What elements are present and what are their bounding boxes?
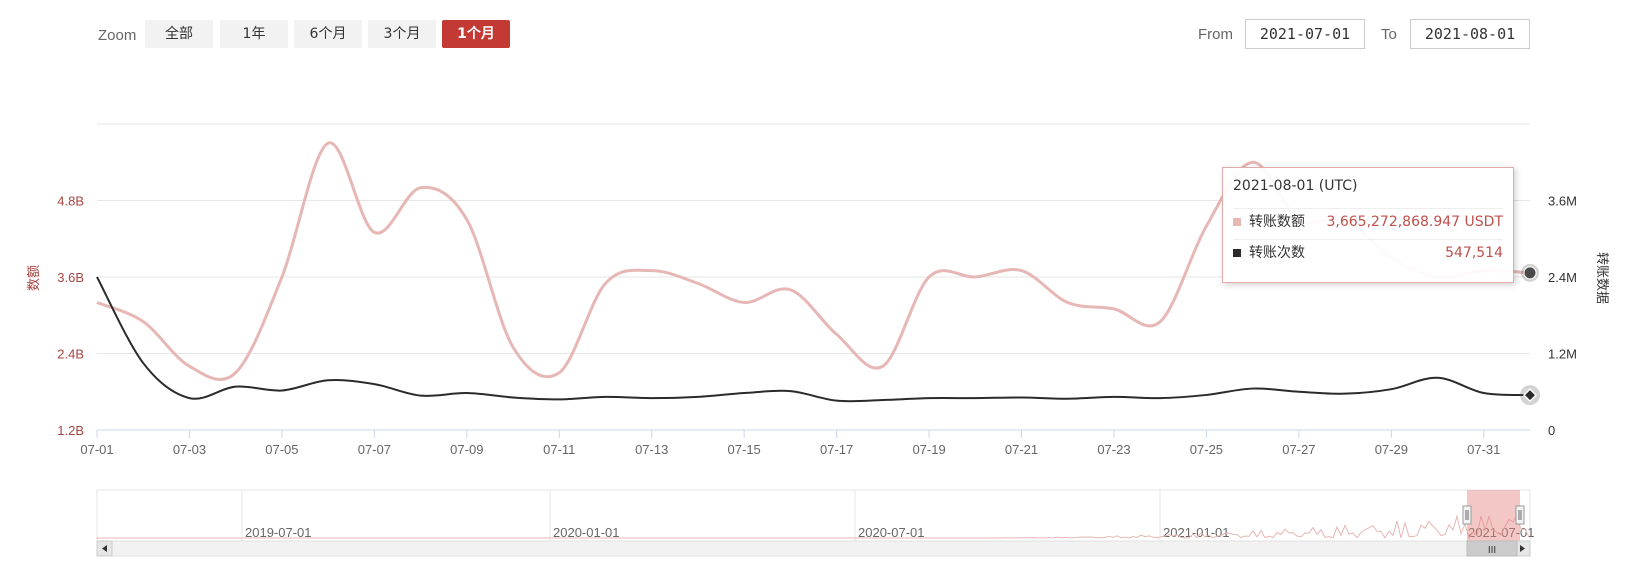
zoom-6m-button[interactable]: 6个月 (294, 20, 362, 48)
from-date-input[interactable]: 2021-07-01 (1245, 19, 1365, 49)
x-tick-label: 07-23 (1097, 442, 1130, 457)
navigator-date-label: 2020-01-01 (553, 525, 620, 540)
x-tick-label: 07-01 (80, 442, 113, 457)
series-count-line (96, 276, 1531, 403)
y-axis-left: 1.2B 2.4B 3.6B 4.8B (57, 194, 84, 439)
y-axis-right-title: 转账数据 (1595, 252, 1610, 304)
zoom-1m-button[interactable]: 1个月 (442, 20, 510, 48)
navigator-selection (1467, 490, 1520, 541)
tooltip: 2021-08-01 (UTC) 转账数额 3,665,272,868.947 … (1222, 167, 1514, 283)
navigator: 2019-07-01 2020-01-01 2020-07-01 2021-01-01… (96, 489, 1535, 557)
navigator-handle (1462, 505, 1472, 525)
x-tick-label: 07-07 (358, 442, 391, 457)
tooltip-row-count: 转账次数 547,514 (1233, 239, 1503, 266)
tooltip-amount-name: 转账数额 (1249, 214, 1305, 230)
x-tick-label: 07-15 (728, 442, 761, 457)
x-tick-label: 07-03 (173, 442, 206, 457)
navigator-date-label: 2020-07-01 (858, 525, 925, 540)
to-date-input[interactable]: 2021-08-01 (1410, 19, 1530, 49)
y-right-tick-label: 1.2M (1548, 347, 1577, 362)
x-tick-label: 07-27 (1282, 442, 1315, 457)
y-right-tick-label: 0 (1548, 423, 1555, 438)
y-left-tick-label: 3.6B (57, 270, 84, 285)
y-right-tick-label: 2.4M (1548, 270, 1577, 285)
y-left-tick-label: 4.8B (57, 194, 84, 209)
scrollbar-thumb (1466, 540, 1518, 557)
range-selector: Zoom 全部 1年 6个月 3个月 1个月 From 2021-07-01 T… (0, 0, 1644, 60)
count-swatch-icon (1233, 249, 1241, 257)
x-tick-label: 07-13 (635, 442, 668, 457)
x-tick-label: 07-21 (1005, 442, 1038, 457)
x-axis: 07-01 07-03 07-05 07-07 07-09 07-11 07-13 07-15… (80, 430, 1500, 457)
x-tick-label: 07-19 (912, 442, 945, 457)
amount-swatch-icon (1233, 218, 1241, 226)
scroll-left-arrow-icon (102, 545, 107, 552)
navigator-date-label: 2021-01-01 (1163, 525, 1230, 540)
to-label: To (1381, 26, 1397, 43)
zoom-3m-button[interactable]: 3个月 (368, 20, 436, 48)
x-tick-label: 07-29 (1375, 442, 1408, 457)
x-tick-label: 07-11 (543, 442, 575, 457)
tooltip-amount-value: 3,665,272,868.947 USDT (1326, 214, 1503, 230)
x-tick-label: 07-31 (1467, 442, 1500, 457)
navigator-series-line (96, 513, 1530, 539)
x-tick-label: 07-05 (265, 442, 298, 457)
zoom-all-button[interactable]: 全部 (145, 20, 213, 48)
tooltip-row-amount: 转账数额 3,665,272,868.947 USDT (1233, 208, 1503, 235)
amount-hover-marker (1523, 266, 1537, 280)
y-left-tick-label: 1.2B (57, 423, 84, 438)
y-axis-left-title: 数额 (26, 265, 41, 291)
x-tick-label: 07-09 (450, 442, 483, 457)
tooltip-count-name: 转账次数 (1249, 245, 1305, 261)
navigator-frame (96, 489, 1531, 542)
scroll-right-arrow-icon (1520, 545, 1525, 552)
scrollbar-track (96, 540, 1531, 557)
x-tick-label: 07-25 (1190, 442, 1223, 457)
tooltip-count-value: 547,514 (1445, 245, 1503, 261)
zoom-1y-button[interactable]: 1年 (220, 20, 288, 48)
tooltip-date: 2021-08-01 (UTC) (1233, 178, 1358, 194)
navigator-handle (1515, 505, 1525, 525)
y-right-tick-label: 3.6M (1548, 194, 1577, 209)
scrollbar-thumb-grip: III (1488, 545, 1496, 556)
from-label: From (1198, 26, 1233, 43)
navigator-date-label: 2019-07-01 (245, 525, 312, 540)
count-hover-marker (1522, 388, 1538, 403)
zoom-label: Zoom (98, 27, 137, 44)
y-axis-right: 0 1.2M 2.4M 3.6M (1548, 194, 1577, 439)
y-left-tick-label: 2.4B (57, 347, 84, 362)
x-tick-label: 07-17 (820, 442, 853, 457)
